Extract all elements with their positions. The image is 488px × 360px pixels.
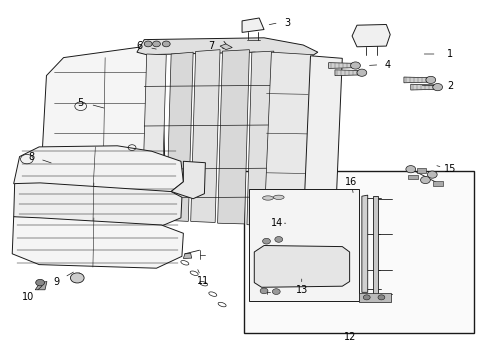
Polygon shape bbox=[220, 44, 232, 50]
Polygon shape bbox=[242, 18, 264, 32]
Polygon shape bbox=[361, 195, 367, 292]
Circle shape bbox=[152, 41, 160, 47]
Text: 11: 11 bbox=[196, 276, 209, 286]
Polygon shape bbox=[351, 24, 389, 47]
Polygon shape bbox=[35, 282, 47, 290]
Text: 1: 1 bbox=[446, 49, 452, 59]
Polygon shape bbox=[142, 54, 166, 221]
Circle shape bbox=[405, 166, 415, 173]
Polygon shape bbox=[217, 50, 249, 224]
Polygon shape bbox=[254, 246, 349, 287]
Polygon shape bbox=[264, 52, 312, 228]
Polygon shape bbox=[12, 217, 183, 268]
Circle shape bbox=[420, 176, 429, 184]
Circle shape bbox=[262, 238, 270, 244]
Text: 8: 8 bbox=[29, 152, 35, 162]
Text: 5: 5 bbox=[78, 98, 83, 108]
Polygon shape bbox=[190, 50, 220, 222]
Circle shape bbox=[356, 69, 366, 76]
Polygon shape bbox=[328, 63, 355, 68]
Text: 2: 2 bbox=[446, 81, 452, 91]
Text: 16: 16 bbox=[344, 177, 357, 187]
Polygon shape bbox=[137, 38, 317, 58]
Circle shape bbox=[432, 84, 442, 91]
Text: 12: 12 bbox=[343, 332, 356, 342]
Polygon shape bbox=[183, 253, 191, 258]
Polygon shape bbox=[14, 183, 182, 226]
Circle shape bbox=[162, 41, 170, 47]
Text: 3: 3 bbox=[284, 18, 289, 28]
Polygon shape bbox=[303, 56, 342, 230]
Polygon shape bbox=[432, 181, 442, 186]
Circle shape bbox=[70, 273, 84, 283]
Circle shape bbox=[260, 288, 267, 294]
Polygon shape bbox=[407, 175, 417, 179]
Text: 4: 4 bbox=[384, 60, 390, 70]
Ellipse shape bbox=[273, 195, 284, 199]
Circle shape bbox=[427, 171, 436, 178]
Polygon shape bbox=[334, 70, 361, 76]
Text: 10: 10 bbox=[22, 292, 35, 302]
Circle shape bbox=[36, 279, 44, 286]
Polygon shape bbox=[403, 77, 430, 83]
Bar bbox=[249, 189, 359, 301]
Circle shape bbox=[272, 289, 280, 294]
Circle shape bbox=[363, 295, 369, 300]
Circle shape bbox=[144, 41, 152, 47]
Text: 15: 15 bbox=[443, 164, 455, 174]
Polygon shape bbox=[14, 146, 183, 194]
Polygon shape bbox=[359, 293, 390, 302]
Polygon shape bbox=[416, 168, 426, 173]
Text: 14: 14 bbox=[270, 218, 283, 228]
Polygon shape bbox=[372, 196, 378, 297]
Polygon shape bbox=[246, 51, 273, 226]
Bar bbox=[243, 171, 473, 333]
Polygon shape bbox=[166, 52, 193, 221]
Text: 9: 9 bbox=[53, 276, 59, 287]
Polygon shape bbox=[171, 161, 205, 199]
Ellipse shape bbox=[262, 196, 273, 200]
Text: 7: 7 bbox=[208, 41, 214, 51]
Polygon shape bbox=[410, 84, 437, 90]
Circle shape bbox=[425, 76, 435, 84]
Polygon shape bbox=[39, 47, 166, 220]
Text: 6: 6 bbox=[136, 41, 142, 51]
Circle shape bbox=[274, 237, 282, 242]
Text: 13: 13 bbox=[295, 285, 307, 295]
Circle shape bbox=[377, 295, 384, 300]
Circle shape bbox=[350, 62, 360, 69]
